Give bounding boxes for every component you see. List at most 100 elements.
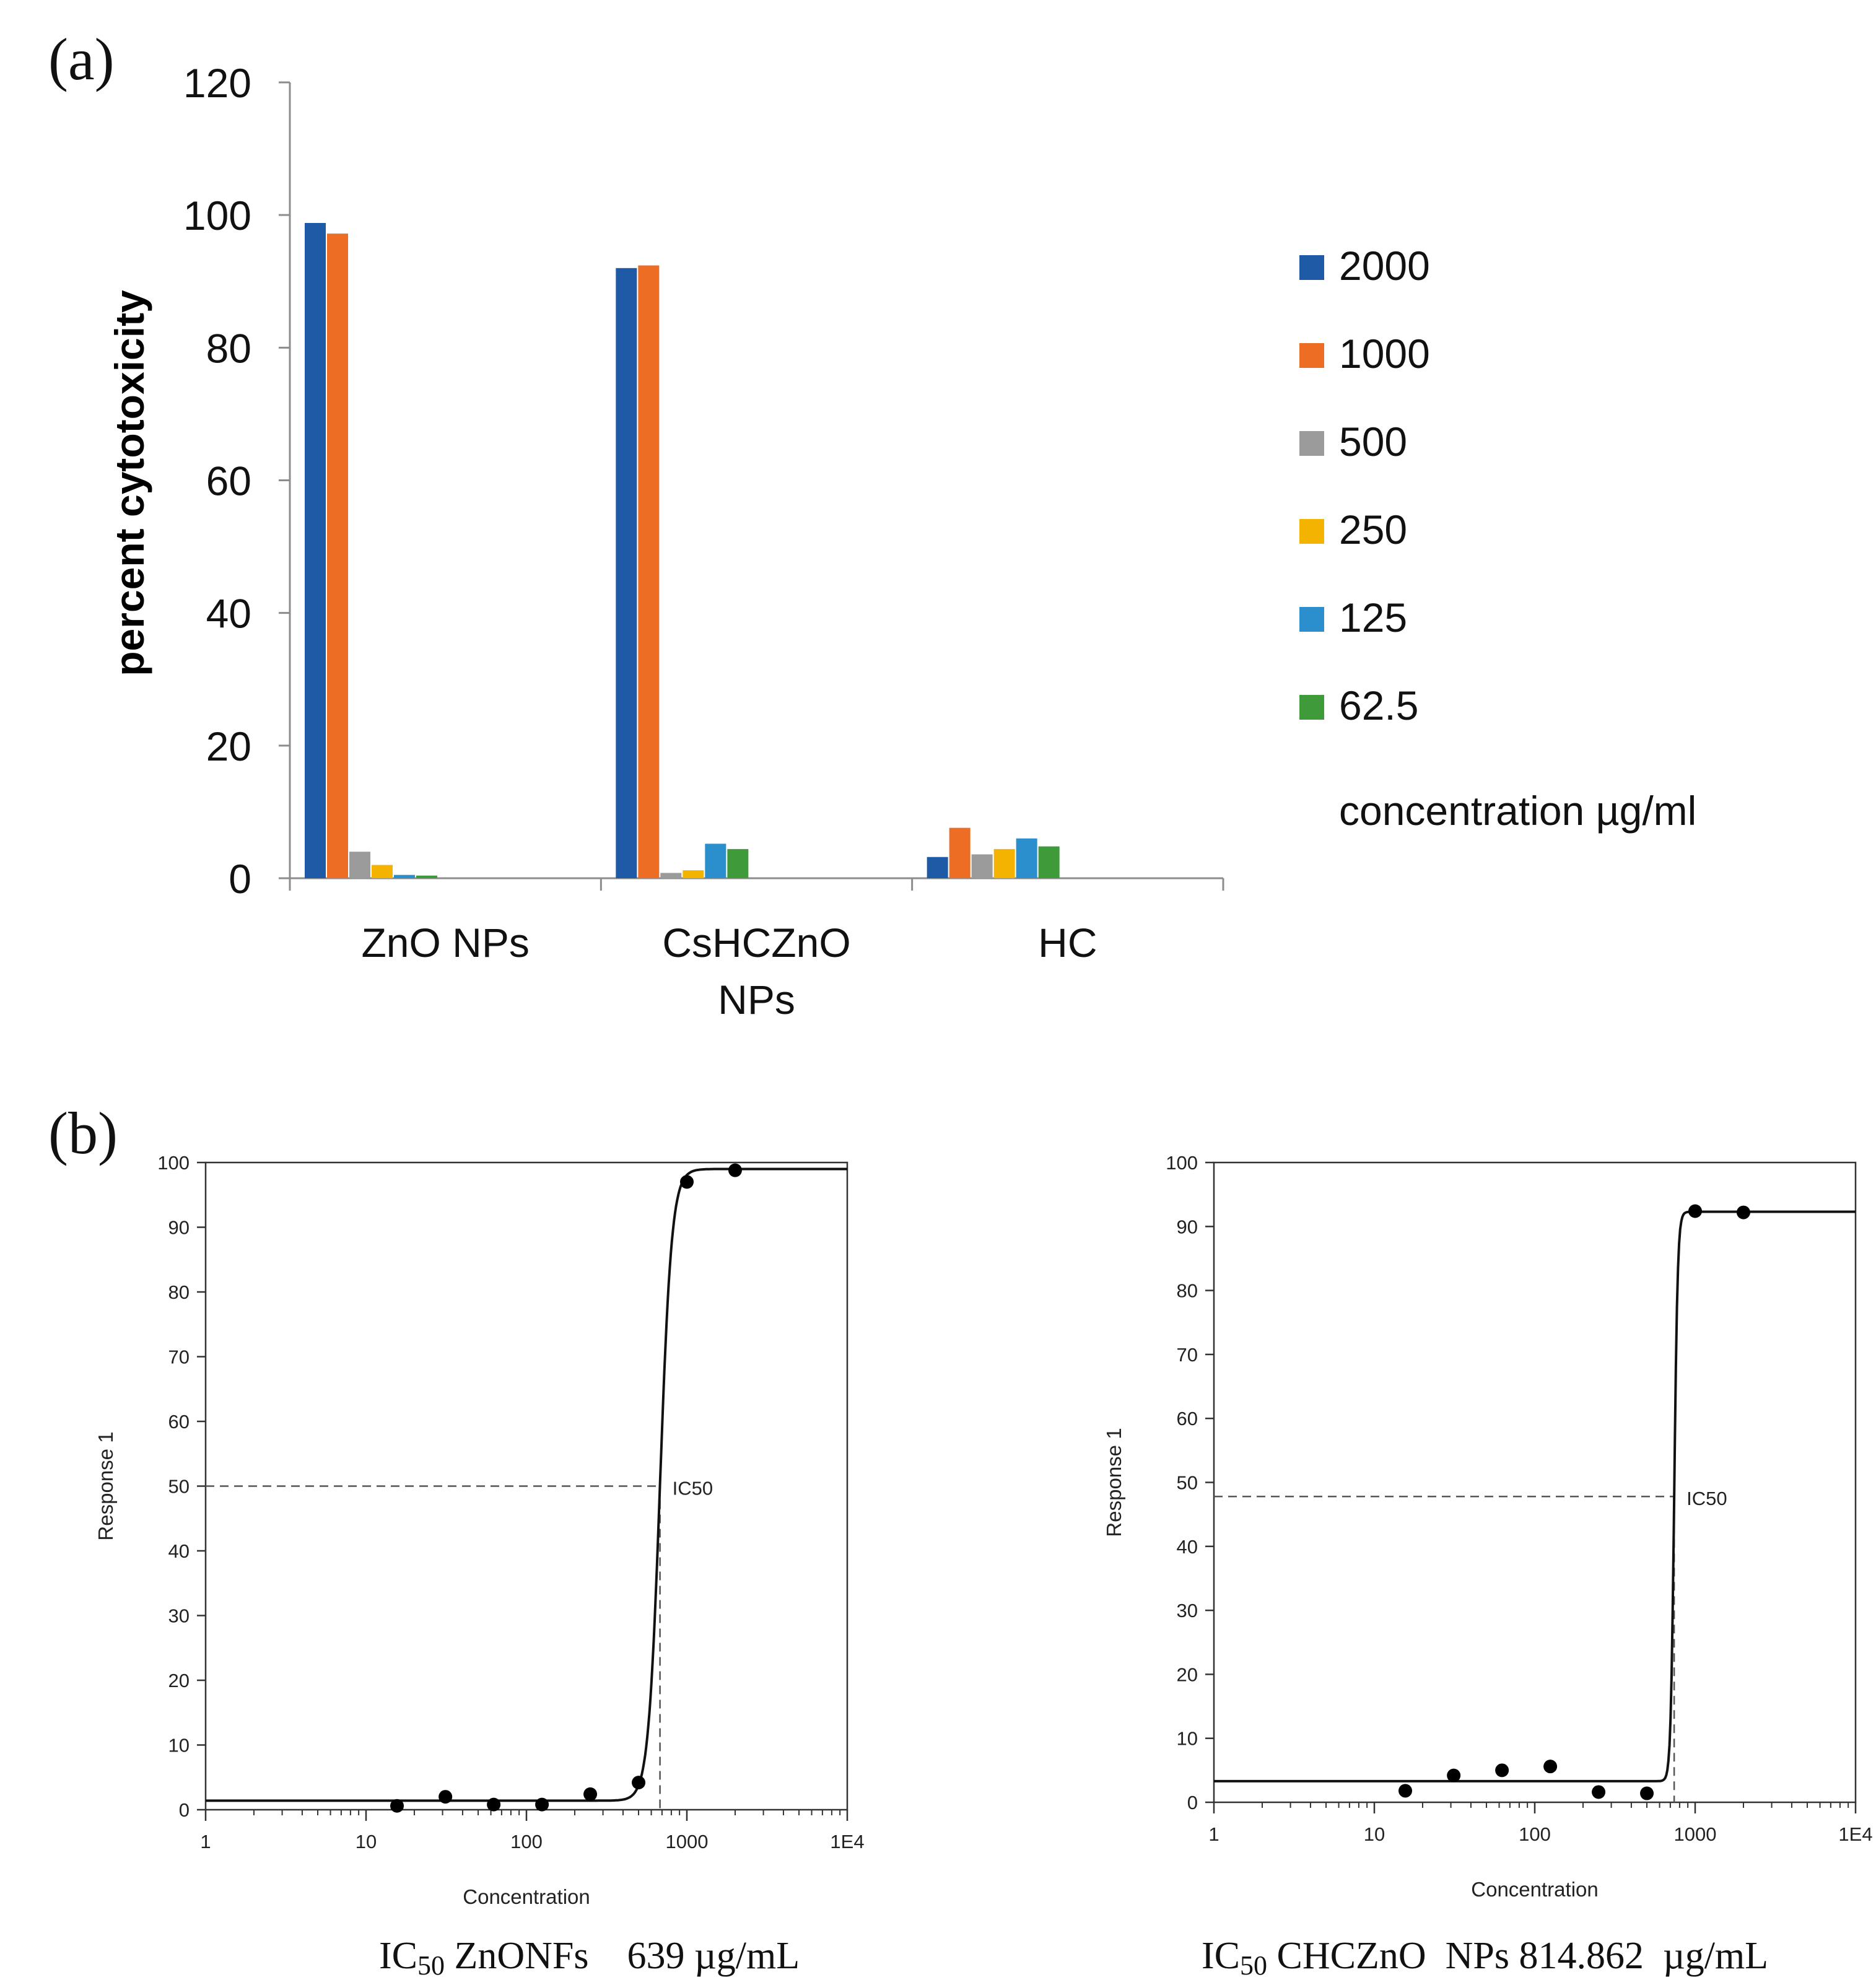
fit-curve [206,1167,847,1802]
y-tick-label: 0 [229,856,251,902]
y-tick-label: 40 [1177,1536,1198,1558]
y-tick-label: 120 [183,60,251,106]
y-tick-label: 0 [179,1799,190,1821]
y-tick-label: 100 [183,193,251,238]
y-axis-label: Response 1 [1102,1428,1125,1537]
x-tick-label: 100 [510,1831,543,1852]
data-point [1543,1760,1558,1774]
y-tick-label: 40 [206,591,251,637]
bar-2000-3 [927,857,948,878]
y-tick-label: 20 [1177,1664,1198,1685]
y-tick-label: 50 [168,1476,190,1498]
bar-1000-2 [638,265,660,878]
data-point [535,1797,549,1812]
data-point [438,1790,453,1804]
y-tick-label: 60 [206,458,251,504]
bar-1000-1 [327,233,348,878]
legend-entry: 2000 [1339,243,1430,289]
x-axis-label: Concentration [1471,1878,1598,1901]
data-point [680,1175,694,1189]
legend-swatch [1299,343,1324,368]
y-tick-label: 40 [168,1540,190,1562]
data-point [1398,1784,1413,1798]
y-tick-label: 20 [206,723,251,769]
y-tick-label: 60 [168,1411,190,1433]
panel-a-bar-chart: (a) 0 20 40 60 80 100 120 ZnO NPs CsHCZnO NPs HC p… [48,26,1696,1023]
x-tick-label: 100 [1519,1823,1551,1845]
data-point [728,1163,742,1177]
caption-right: IC50 CHCZnO NPs 814.862 µg/mL [1202,1935,1768,1981]
y-axis-label: percent cytotoxicity [107,290,152,676]
y-tick-label: 80 [168,1281,190,1303]
bar-125-1 [394,875,415,878]
y-tick-label: 20 [168,1670,190,1691]
data-point [583,1787,598,1801]
panel-a-label: (a) [48,26,115,92]
x-category-label: NPs [718,977,795,1023]
y-axis-label: Response 1 [94,1431,117,1540]
panel-a-axes: 0 20 40 60 80 100 120 ZnO NPs CsHCZnO NPs HC [183,60,1224,1023]
y-tick-label: 80 [206,325,251,371]
legend-swatch [1299,255,1324,280]
x-tick-label: 1E4 [830,1831,864,1852]
ic50-label: IC50 [1686,1488,1727,1509]
y-tick-label: 90 [1177,1216,1198,1237]
y-tick-label: 30 [1177,1600,1198,1621]
bar-500-3 [971,854,993,878]
panel-a-bars [305,223,1060,879]
caption-right-rest: CHCZnO NPs 814.862 µg/mL [1267,1935,1768,1977]
data-point [1447,1768,1461,1782]
y-tick-label: 10 [1177,1728,1198,1750]
legend-entry: 62.5 [1339,683,1418,728]
y-tick-label: 60 [1177,1408,1198,1429]
ic50-label: IC50 [673,1478,713,1499]
legend-entry: 125 [1339,595,1407,640]
legend-entry: 500 [1339,419,1407,465]
x-tick-label: 1 [1208,1823,1219,1845]
y-tick-label: 80 [1177,1280,1198,1302]
bar-125-2 [705,844,726,878]
caption-right-sub: 50 [1240,1950,1267,1981]
legend-swatch [1299,695,1324,720]
bar-250-1 [372,865,393,878]
x-tick-label: 1000 [1674,1823,1717,1845]
x-tick-label: 10 [1364,1823,1385,1845]
x-axis-label: Concentration [463,1885,590,1908]
legend-entry: 1000 [1339,331,1430,377]
y-tick-label: 10 [168,1735,190,1756]
bar-2000-2 [616,268,637,878]
legend: 2000 1000 500 250 125 62.5 [1299,243,1430,728]
y-tick-label: 70 [1177,1344,1198,1366]
bar-500-1 [349,852,370,878]
y-tick-label: 50 [1177,1472,1198,1494]
bar-2000-1 [305,223,326,879]
bar-1000-3 [949,827,971,878]
y-tick-label: 70 [168,1346,190,1368]
legend-swatch [1299,431,1324,456]
data-point [1736,1205,1750,1219]
caption-left-sub: 50 [417,1950,445,1981]
data-point [1495,1763,1509,1778]
data-point [1592,1785,1606,1799]
bar-62_5-2 [727,849,749,878]
data-point [632,1776,646,1790]
y-tick-label: 100 [157,1152,190,1174]
legend-title: concentration µg/ml [1339,788,1696,834]
bar-250-3 [993,849,1015,878]
bar-500-2 [660,873,682,878]
x-tick-label: 1 [200,1831,211,1852]
bar-62_5-1 [416,875,437,878]
plot-frame [1213,1161,1857,1804]
x-category-label: CsHCZnO [662,920,850,966]
data-point [1640,1786,1654,1800]
y-tick-label: 100 [1166,1152,1198,1174]
x-category-label: HC [1038,920,1097,966]
caption-right-prefix: IC [1202,1935,1240,1977]
data-point [487,1797,501,1812]
y-tick-label: 0 [1187,1792,1198,1813]
data-point [390,1799,404,1813]
caption-left-rest: ZnONFs 639 µg/mL [445,1935,800,1977]
